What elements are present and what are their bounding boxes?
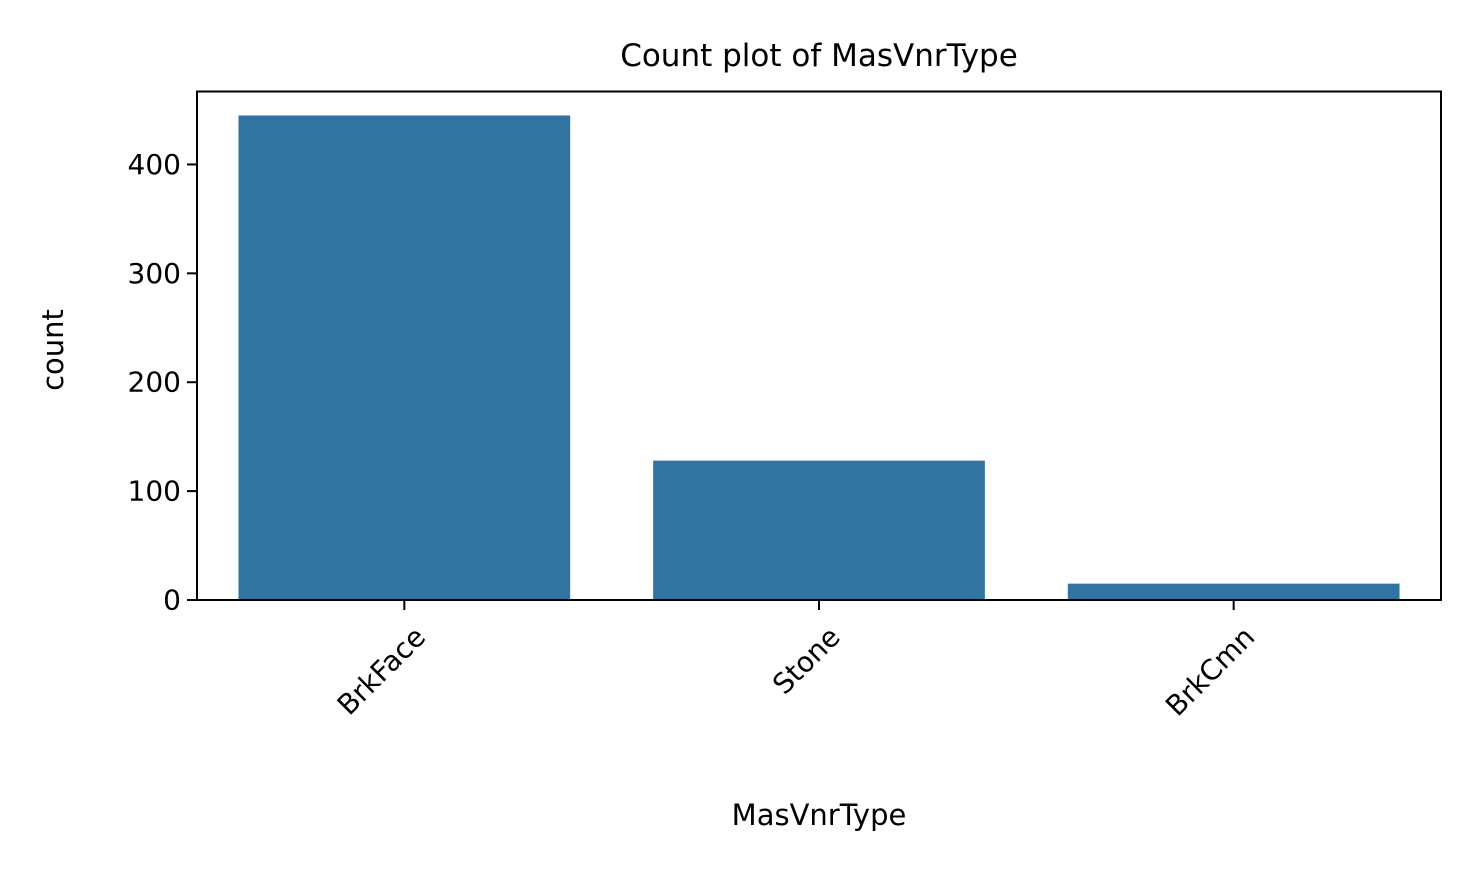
x-axis-label: MasVnrType — [732, 798, 907, 832]
y-tick-label-0: 0 — [163, 584, 181, 617]
y-tick-label-300: 300 — [128, 257, 181, 290]
y-tick-label-400: 400 — [128, 148, 181, 181]
y-tick-label-100: 100 — [128, 475, 181, 508]
y-tick-label-200: 200 — [128, 366, 181, 399]
bar-stone — [653, 460, 985, 600]
bars-layer — [238, 115, 1400, 601]
y-axis: 0 100 200 300 400 — [128, 148, 197, 617]
bar-brkcmn — [1067, 583, 1400, 600]
y-axis-label: count — [36, 309, 70, 391]
chart-title: Count plot of MasVnrType — [620, 38, 1018, 74]
bar-brkface — [238, 115, 571, 601]
